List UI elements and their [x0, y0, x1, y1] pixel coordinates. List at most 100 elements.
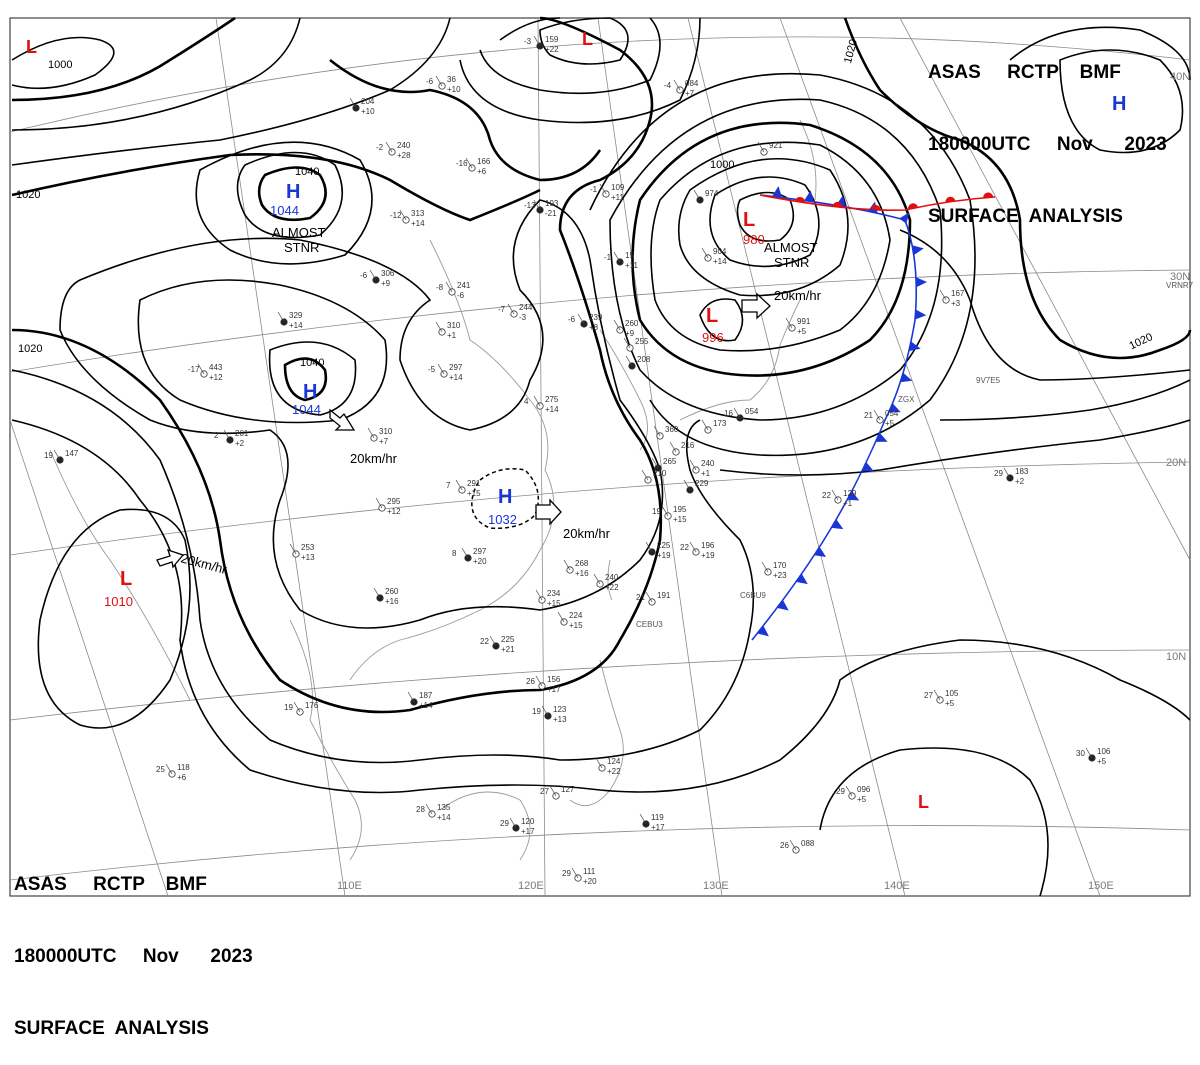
low-value-japan: 996: [702, 330, 724, 345]
isobar-ne-h-1: [1059, 49, 1184, 154]
station-tendency: +5: [885, 419, 895, 428]
wind-barb: [549, 785, 557, 797]
station-plot: 19 195+15: [652, 505, 687, 524]
wind-barb: [535, 675, 543, 687]
station-pressure: 260: [625, 319, 639, 328]
station-tendency: +9: [381, 279, 391, 288]
station-plot: 208: [625, 355, 651, 370]
lat-label-20n: 20N: [1166, 457, 1186, 469]
isobar-ne-h-2: [1009, 26, 1191, 81]
station-temperature: -16: [456, 159, 468, 168]
station-temperature: -1: [604, 253, 612, 262]
isobar-outer-south: [11, 419, 1191, 794]
station-pressure: 111: [583, 867, 596, 876]
station-tendency: +16: [385, 597, 399, 606]
isobar-kam-3: [677, 157, 849, 297]
station-plot: -1 15+11: [604, 251, 639, 270]
wind-barb: [701, 419, 709, 431]
station-tendency: +13: [553, 715, 567, 724]
low-symbol-kamchatka: L: [743, 209, 755, 231]
station-pressure: 105: [945, 689, 959, 698]
low-symbol-nw: L: [26, 37, 37, 57]
station-pressure: 291: [467, 479, 481, 488]
station-pressure: 229: [695, 479, 709, 488]
arrow-china-high: [535, 498, 562, 526]
fronts: [751, 186, 996, 641]
wind-barb: [373, 587, 381, 599]
station-tendency: +17: [651, 823, 665, 832]
station-plot: 904+14: [701, 247, 727, 266]
station-temperature: 21: [864, 411, 873, 420]
low-symbol-japan: L: [706, 305, 718, 327]
isobar-west-low: [37, 508, 191, 729]
station-plot: 22 196+19: [680, 541, 715, 560]
high-symbol-china: H: [498, 486, 512, 508]
wind-barb: [641, 469, 649, 481]
station-tendency: +20: [473, 557, 487, 566]
station-temperature: 22: [480, 637, 489, 646]
isobar-se-low: [819, 747, 1049, 897]
isobar-label-1000-ne: 1000: [710, 159, 734, 171]
station-pressure: 275: [545, 395, 559, 404]
station-tendency: +1: [447, 331, 457, 340]
isobar-big-1: [59, 199, 664, 629]
isobar-kam-1000: [631, 121, 912, 377]
meridian-110e: [215, 17, 346, 897]
coast-borneo: [439, 791, 531, 861]
meridian-100e: [9, 419, 169, 897]
wind-barb: [625, 355, 633, 367]
station-tendency: +14: [449, 373, 463, 382]
isobar-kam-7: [589, 72, 976, 457]
station-pressure: 195: [673, 505, 687, 514]
station-tendency: -6: [457, 291, 465, 300]
station-plot: 173: [701, 419, 727, 434]
station-plot: 19 123+13: [532, 705, 567, 724]
station-temperature: 28: [416, 805, 425, 814]
station-pressure: 210: [653, 469, 667, 478]
wind-barb: [789, 839, 797, 851]
station-pressure: 921: [769, 141, 783, 150]
cold-front-triangle: [899, 212, 910, 224]
arrow-japan-low: [741, 292, 771, 320]
wind-barb: [165, 763, 173, 775]
cold-front-triangle: [908, 341, 921, 352]
station-plot: 29 096+5: [836, 785, 871, 804]
isobar-label-1020-nw: 1020: [16, 189, 40, 201]
station-pressure: 253: [301, 543, 315, 552]
station-plot: 2 201+2: [214, 429, 249, 448]
station-pressure: 36: [447, 75, 456, 84]
arrow-central-high: [329, 408, 356, 431]
header-title-line: SURFACE ANALYSIS: [928, 206, 1123, 227]
station-plot: 268+16: [563, 559, 589, 578]
wind-barb: [873, 409, 881, 421]
station-plot: 19 176: [284, 701, 319, 716]
station-tendency: -21: [545, 209, 557, 218]
isobar-east-1: [899, 229, 1191, 381]
header-time-line: 180000UTC Nov 2023: [14, 946, 253, 967]
low-value-kamchatka: 980: [743, 232, 765, 247]
station-pressure: 201: [235, 429, 249, 438]
station-plot: 255: [623, 337, 649, 352]
station-temperature: 22: [680, 543, 689, 552]
wind-barb: [277, 311, 285, 323]
station-pressure: 127: [561, 785, 575, 794]
wind-barb: [507, 303, 515, 315]
isobar-label-1020-left: 1020: [18, 343, 42, 355]
coast-india: [49, 449, 191, 701]
station-pressure: 310: [447, 321, 461, 330]
wind-barb: [535, 589, 543, 601]
low-value-west: 1010: [104, 594, 133, 609]
station-tendency: +15: [467, 489, 481, 498]
station-temperature: 7: [446, 481, 451, 490]
isobar-kam-4: [650, 141, 891, 352]
station-pressure: 170: [773, 561, 787, 570]
coastlines: [49, 119, 817, 861]
warm-front-semicircle: [795, 196, 805, 203]
station-plot: 30 106+5: [1076, 747, 1111, 766]
wind-barb: [435, 321, 443, 333]
wind-barb: [425, 803, 433, 815]
station-pressure: 15: [625, 251, 634, 260]
isobar-nw-a: [11, 17, 301, 131]
station-plot: 26 088: [780, 839, 815, 854]
cold-front-triangle: [915, 309, 927, 320]
